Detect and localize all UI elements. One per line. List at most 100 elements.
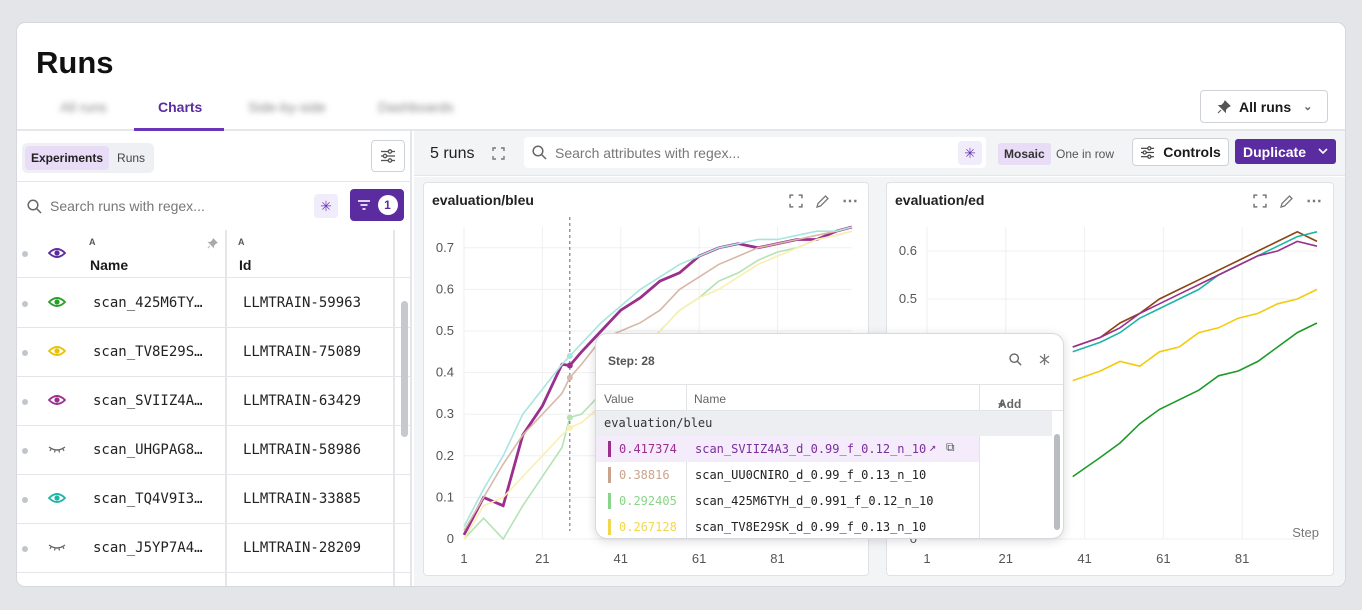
more-options-icon[interactable]: ⋯ (842, 193, 858, 210)
series-line[interactable] (1072, 240, 1318, 348)
controls-button[interactable]: Controls (1132, 138, 1229, 166)
y-tick-label: 0.3 (436, 406, 454, 421)
table-row[interactable]: scan_425M6TY… LLMTRAIN-59963 (17, 279, 410, 328)
fullscreen-icon[interactable] (789, 194, 803, 208)
runs-search[interactable]: Search runs with regex... (27, 198, 205, 214)
tooltip-value: 0.292405 (619, 494, 677, 508)
row-select-dot[interactable] (22, 399, 28, 405)
tooltip-run-name: scan_UU0CNIRO_d_0.99_f_0.13_n_10 (695, 468, 927, 482)
column-name-header[interactable]: Name (90, 257, 129, 273)
x-tick-label: 41 (1077, 551, 1091, 566)
column-id-header[interactable]: Id (239, 257, 252, 273)
x-tick-label: 81 (770, 551, 784, 566)
edit-icon[interactable] (1279, 194, 1294, 209)
tooltip-value: 0.267128 (619, 520, 677, 534)
copy-icon[interactable]: ⧉ (946, 440, 955, 454)
tooltip-group-row: evaluation/bleu (596, 411, 1052, 436)
tooltip-value-header: Value (604, 392, 634, 406)
layout-one-in-row-button[interactable]: One in row (1056, 147, 1115, 161)
chart-title: evaluation/bleu (432, 192, 534, 208)
select-all-dot[interactable] (22, 251, 28, 257)
row-select-dot[interactable] (22, 301, 28, 307)
id-sort-indicator[interactable]: A (238, 237, 245, 247)
row-select-dot[interactable] (22, 350, 28, 356)
eye-icon[interactable] (47, 491, 67, 508)
run-name: scan_425M6TY… (93, 295, 203, 311)
view-selector-button[interactable]: All runs ⌄ (1200, 90, 1328, 123)
hover-point (566, 362, 573, 369)
run-id: LLMTRAIN-63429 (243, 393, 362, 409)
tooltip-run-name: scan_425M6TYH_d_0.991_f_0.12_n_10 (695, 494, 934, 508)
expand-icon[interactable] (492, 147, 505, 160)
row-select-dot[interactable] (22, 497, 28, 503)
charts-toolbar: 5 runs Search attributes with regex... ✳… (414, 131, 1345, 176)
table-row[interactable]: scan_UHGPAG8… LLMTRAIN-58986 (17, 426, 410, 475)
table-settings-button[interactable] (371, 140, 405, 172)
tooltip-row[interactable]: 0.38816 scan_UU0CNIRO_d_0.99_f_0.13_n_10 (596, 462, 979, 488)
table-row[interactable]: scan_J5YP7A4… LLMTRAIN-28209 (17, 524, 410, 573)
ai-query-icon[interactable]: ✳ (958, 141, 982, 165)
mode-runs[interactable]: Runs (117, 151, 146, 165)
ai-query-icon[interactable]: ✳ (314, 194, 338, 218)
eye-closed-icon[interactable] (48, 442, 66, 459)
hover-point (566, 414, 573, 421)
run-id: LLMTRAIN-28209 (243, 540, 362, 556)
filter-count-badge: 1 (377, 195, 398, 215)
x-tick-label: 21 (999, 551, 1013, 566)
tooltip-run-name: scan_TV8E29SK_d_0.99_f_0.13_n_10 (695, 520, 927, 534)
more-options-icon[interactable]: ⋯ (1306, 193, 1322, 210)
tab-side-by-side[interactable]: Side-by-side (248, 99, 326, 115)
collapse-icon[interactable] (1038, 353, 1051, 366)
edit-icon[interactable] (815, 194, 830, 209)
fullscreen-icon[interactable] (1253, 194, 1267, 208)
series-line[interactable] (1072, 230, 1318, 348)
eye-icon[interactable] (48, 246, 66, 260)
series-line[interactable] (463, 226, 853, 527)
series-line[interactable] (1072, 231, 1318, 353)
eye-closed-icon[interactable] (48, 540, 66, 557)
name-sort-indicator[interactable]: A (89, 237, 96, 247)
tooltip-row[interactable]: 0.267128 scan_TV8E29SK_d_0.99_f_0.13_n_10 (596, 514, 979, 538)
tab-all-runs[interactable]: All runs (60, 99, 107, 115)
eye-icon[interactable] (47, 393, 67, 410)
y-tick-label: 0.5 (436, 323, 454, 338)
page-title: Runs (36, 45, 114, 80)
series-color-swatch (608, 467, 611, 483)
layout-mosaic-button[interactable]: Mosaic (998, 143, 1051, 165)
pin-column-icon[interactable] (207, 238, 218, 249)
series-line[interactable] (1072, 288, 1318, 382)
row-select-dot[interactable] (22, 448, 28, 454)
table-row[interactable]: scan_TQ4V9I3… LLMTRAIN-33885 (17, 475, 410, 524)
series-line[interactable] (1072, 322, 1318, 478)
duplicate-button[interactable]: Duplicate (1235, 139, 1336, 164)
run-id: LLMTRAIN-33885 (243, 491, 362, 507)
tooltip-row[interactable]: 0.292405 scan_425M6TYH_d_0.991_f_0.12_n_1… (596, 488, 979, 514)
sliders-icon (381, 149, 395, 163)
external-link-icon[interactable]: ↗ (929, 440, 937, 454)
duplicate-label: Duplicate (1242, 143, 1306, 160)
tooltip-row[interactable]: 0.417374 scan_SVIIZ4A3_d_0.99_f_0.12_n_10… (596, 436, 979, 462)
hover-point (566, 374, 573, 381)
eye-icon[interactable] (47, 344, 67, 361)
hover-point (566, 424, 573, 431)
table-header: A Name A Id (17, 230, 410, 278)
runs-search-placeholder: Search runs with regex... (50, 198, 205, 214)
tooltip-step: Step: 28 (608, 354, 655, 368)
tab-charts[interactable]: Charts (158, 99, 203, 115)
search-icon[interactable] (1009, 353, 1022, 366)
series-line[interactable] (463, 226, 853, 532)
row-select-dot[interactable] (22, 546, 28, 552)
table-row[interactable]: scan_TV8E29S… LLMTRAIN-75089 (17, 328, 410, 377)
table-scrollbar[interactable] (401, 301, 408, 437)
divider (17, 181, 410, 182)
tooltip-value: 0.38816 (619, 468, 670, 482)
tab-dashboards[interactable]: Dashboards (378, 99, 454, 115)
filter-button[interactable]: 1 (350, 189, 404, 221)
attributes-search[interactable]: Search attributes with regex... (524, 137, 986, 168)
eye-icon[interactable] (47, 295, 67, 312)
controls-label: Controls (1163, 144, 1221, 160)
mode-experiments[interactable]: Experiments (25, 146, 110, 170)
table-row[interactable]: scan_SVIIZ4A… LLMTRAIN-63429 (17, 377, 410, 426)
tooltip-scrollbar[interactable] (1054, 434, 1060, 530)
